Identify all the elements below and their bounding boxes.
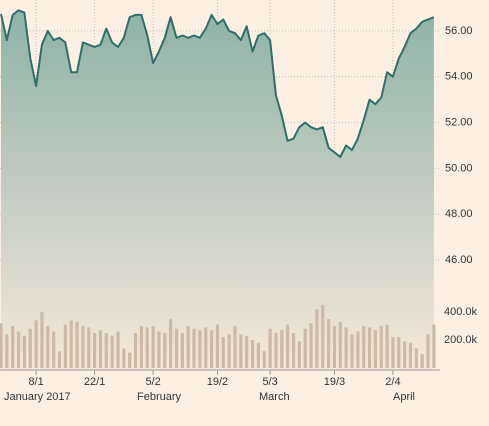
- volume-bar: [239, 334, 243, 368]
- volume-bar: [180, 332, 184, 368]
- volume-bar: [303, 328, 307, 368]
- volume-bar: [327, 318, 331, 368]
- volume-bar: [204, 327, 208, 368]
- volume-bar: [0, 323, 3, 368]
- volume-bar: [133, 332, 138, 368]
- volume-bar: [315, 309, 319, 368]
- volume-bar: [16, 331, 21, 368]
- volume-bar: [391, 337, 395, 368]
- volume-bar: [145, 327, 149, 368]
- volume-bar: [139, 325, 143, 368]
- x-tick-label: 5/3: [262, 376, 277, 388]
- volume-bar: [69, 320, 73, 368]
- volume-bar: [122, 348, 126, 368]
- y-tick-label: 48.00: [445, 208, 473, 220]
- volume-bar: [11, 325, 15, 368]
- volume-bar: [40, 311, 44, 368]
- volume-bar: [338, 321, 342, 368]
- volume-bar: [22, 335, 26, 368]
- volume-bar: [174, 328, 179, 368]
- volume-bar: [233, 325, 237, 368]
- volume-bar: [362, 325, 366, 368]
- month-label: February: [137, 391, 182, 403]
- volume-bar: [432, 324, 436, 368]
- volume-bar: [250, 339, 255, 368]
- volume-bar: [210, 330, 214, 368]
- volume-bar: [321, 304, 325, 368]
- volume-bar: [356, 331, 360, 368]
- volume-bar: [245, 335, 249, 368]
- volume-bar: [157, 331, 161, 368]
- volume-bar: [163, 332, 167, 368]
- volume-bar: [373, 330, 377, 368]
- volume-bar: [151, 325, 155, 368]
- volume-bar: [110, 335, 114, 368]
- y2-tick-label: 400.0k: [444, 306, 478, 318]
- volume-bar: [408, 342, 413, 368]
- volume-bar: [332, 325, 337, 368]
- volume-bar: [274, 332, 278, 368]
- volume-bar: [116, 331, 120, 368]
- volume-bar: [309, 323, 313, 368]
- volume-bar: [350, 334, 354, 368]
- volume-bar: [28, 328, 32, 368]
- x-tick-label: 5/2: [145, 376, 160, 388]
- volume-bar: [93, 332, 97, 368]
- volume-bar: [186, 325, 190, 368]
- price-line: [0, 9, 435, 158]
- x-tick-label: 19/2: [207, 376, 228, 388]
- y2-tick-label: 200.0k: [444, 334, 478, 346]
- month-label: January 2017: [4, 391, 71, 403]
- y-tick-label: 52.00: [445, 116, 473, 128]
- volume-bar: [280, 330, 284, 368]
- x-tick-label: 2/4: [385, 376, 400, 388]
- y-tick-label: 46.00: [445, 254, 473, 266]
- volume-bar: [34, 320, 38, 368]
- y-tick-label: 50.00: [445, 162, 473, 174]
- month-label: April: [393, 391, 415, 403]
- volume-bar: [297, 341, 301, 368]
- x-tick-label: 22/1: [84, 376, 105, 388]
- volume-bar: [286, 324, 290, 368]
- volume-bar: [52, 331, 56, 368]
- volume-bar: [192, 328, 196, 368]
- volume-bar: [268, 328, 272, 368]
- x-tick-label: 19/3: [324, 376, 345, 388]
- volume-bar: [291, 332, 296, 368]
- x-tick-label: 8/1: [28, 376, 43, 388]
- volume-bar: [5, 334, 9, 368]
- volume-bar: [57, 351, 62, 368]
- volume-bar: [215, 324, 220, 368]
- volume-bar: [128, 352, 132, 368]
- volume-bar: [81, 325, 85, 368]
- volume-bar: [227, 334, 231, 368]
- volume-bar: [420, 353, 424, 368]
- volume-bar: [385, 324, 389, 368]
- volume-bar: [104, 332, 108, 368]
- volume-bar: [403, 341, 407, 368]
- volume-bar: [98, 330, 103, 368]
- volume-bar: [367, 327, 372, 368]
- volume-bar: [397, 337, 401, 368]
- volume-bar: [414, 348, 418, 368]
- volume-bar: [198, 330, 202, 368]
- price-area: [1, 10, 434, 371]
- volume-bar: [46, 325, 50, 368]
- volume-bar: [426, 334, 430, 368]
- volume-bar: [221, 337, 225, 368]
- y-tick-label: 54.00: [445, 71, 473, 83]
- volume-bar: [256, 342, 260, 368]
- volume-bar: [344, 327, 348, 368]
- volume-bar: [169, 318, 173, 368]
- volume-bar: [75, 321, 79, 368]
- volume-bar: [63, 324, 67, 368]
- y-tick-label: 56.00: [445, 25, 473, 37]
- volume-bar: [87, 327, 91, 368]
- month-label: March: [259, 391, 290, 403]
- volume-bar: [262, 351, 266, 368]
- volume-bar: [379, 325, 383, 368]
